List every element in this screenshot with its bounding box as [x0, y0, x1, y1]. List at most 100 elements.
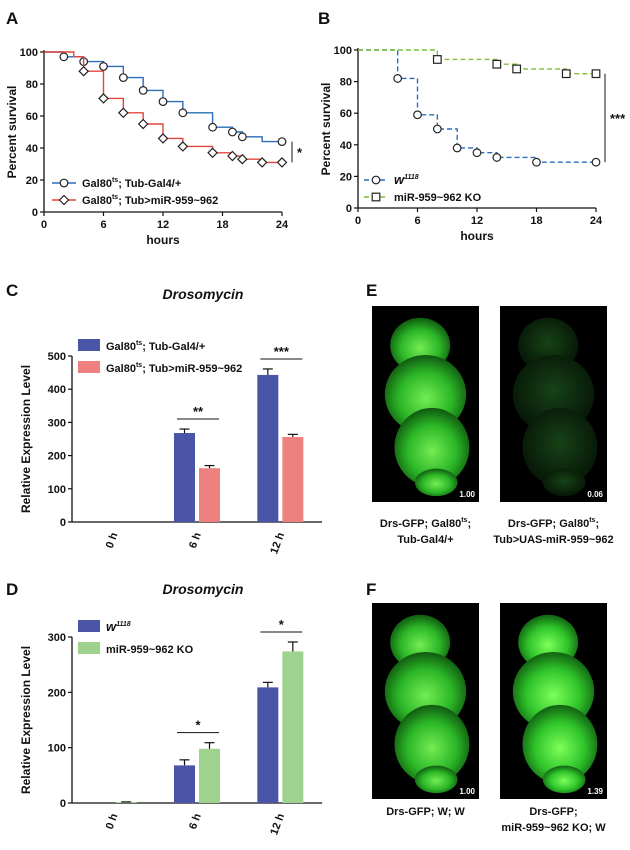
x-tick-label: 6 — [100, 219, 106, 231]
survival-point — [98, 93, 109, 104]
bar — [115, 802, 137, 803]
image-caption-line2: Tub>UAS-miR-959~962 — [493, 534, 613, 546]
tail-region — [414, 765, 458, 794]
y-tick-label: 0 — [346, 203, 352, 215]
survival-line — [44, 51, 282, 164]
legend-swatch — [78, 642, 100, 654]
abdomen-region — [522, 407, 598, 487]
legend-marker — [371, 192, 381, 202]
bar — [174, 433, 195, 522]
survival-point — [256, 157, 268, 168]
survival-point — [228, 127, 237, 137]
panel-letter-a: A — [6, 9, 18, 28]
image-caption-line2: miR-959~962 KO; W — [501, 822, 606, 834]
legend-swatch — [78, 361, 100, 373]
y-tick-label: 40 — [26, 143, 38, 155]
legend-marker — [371, 175, 381, 185]
panel-letter-d: D — [6, 580, 18, 599]
y-tick-label: 0 — [60, 517, 66, 529]
panel-letter-c: C — [6, 281, 18, 300]
y-tick-label: 20 — [26, 175, 38, 187]
survival-point — [99, 62, 108, 71]
bar — [282, 651, 304, 803]
x-axis-title: hours — [460, 229, 494, 243]
significance-label: * — [297, 145, 303, 160]
legend-marker — [58, 194, 70, 206]
y-tick-label: 300 — [48, 632, 66, 644]
x-tick-label: 0 h — [104, 812, 121, 831]
intensity-value: 1.39 — [587, 787, 603, 796]
significance-label: ** — [193, 404, 204, 419]
significance-label: * — [195, 718, 201, 733]
survival-point — [118, 73, 128, 82]
image-caption-line1: Drs-GFP; Gal80ts; — [508, 517, 599, 530]
abdomen-region — [394, 704, 470, 784]
x-axis-title: hours — [146, 233, 180, 247]
x-tick-label: 6 h — [187, 531, 204, 550]
legend-swatch — [78, 339, 100, 351]
significance-label: *** — [610, 111, 626, 126]
survival-line — [358, 49, 596, 75]
survival-point — [207, 147, 218, 159]
legend-label: w1118 — [106, 619, 131, 634]
survival-chart-a: 0 20 40 60 80 100 0 6 12 18 24 hours Percent surviva… — [5, 47, 303, 247]
image-caption-line1: Drs-GFP; — [529, 806, 577, 818]
y-tick-label: 200 — [48, 687, 66, 699]
significance-label: * — [279, 617, 285, 632]
legend-label: miR-959~962 KO — [106, 644, 194, 656]
legend-swatch — [78, 620, 100, 632]
y-tick-label: 0 — [32, 207, 38, 219]
y-tick-label: 80 — [340, 77, 352, 89]
y-axis-title: Percent survival — [5, 86, 19, 179]
y-tick-label: 500 — [48, 351, 66, 363]
survival-point — [432, 124, 442, 134]
survival-point — [512, 64, 522, 74]
legend-label: miR-959~962 KO — [394, 192, 482, 204]
survival-point — [227, 150, 238, 162]
x-tick-label: 6 — [414, 215, 420, 227]
tail-region — [542, 765, 586, 794]
y-tick-label: 80 — [26, 79, 38, 91]
y-tick-label: 60 — [26, 111, 38, 123]
survival-point — [591, 157, 601, 167]
larva-image — [512, 317, 598, 497]
bar-chart-c: Drosomycin 0 100 200 300 400 500 Relative Expre… — [19, 286, 322, 556]
y-tick-label: 400 — [48, 384, 66, 396]
bar — [199, 748, 220, 803]
survival-point — [208, 122, 217, 132]
y-tick-label: 100 — [334, 45, 352, 57]
legend-label: w1118 — [394, 172, 419, 187]
survival-point — [157, 133, 169, 144]
y-axis-title: Relative Expression Level — [19, 365, 33, 513]
abdomen-region — [522, 704, 598, 784]
survival-point — [236, 153, 248, 165]
x-tick-label: 18 — [216, 219, 228, 231]
survival-point — [78, 65, 90, 77]
survival-point — [177, 141, 189, 152]
survival-line — [358, 49, 596, 163]
y-tick-label: 20 — [340, 171, 352, 183]
bar — [257, 374, 279, 522]
abdomen-region — [394, 407, 470, 487]
y-tick-label: 100 — [48, 484, 66, 496]
x-tick-label: 0 h — [104, 531, 121, 550]
y-tick-label: 100 — [20, 47, 38, 59]
panel-letter-b: B — [318, 9, 330, 28]
y-axis-title: Percent survival — [319, 83, 333, 176]
larva-image — [384, 614, 470, 794]
intensity-value: 1.00 — [459, 787, 475, 796]
survival-point — [393, 74, 403, 83]
intensity-value: 1.00 — [459, 490, 475, 499]
survival-point — [561, 69, 571, 79]
x-tick-label: 6 h — [187, 812, 204, 831]
chart-title: Drosomycin — [163, 286, 244, 302]
survival-point — [117, 107, 129, 119]
survival-point — [432, 55, 442, 64]
survival-point — [276, 157, 288, 168]
survival-point — [158, 97, 168, 106]
chart-title: Drosomycin — [163, 581, 244, 597]
y-tick-label: 0 — [60, 798, 66, 810]
survival-point — [237, 132, 247, 142]
x-tick-label: 0 — [41, 219, 47, 231]
